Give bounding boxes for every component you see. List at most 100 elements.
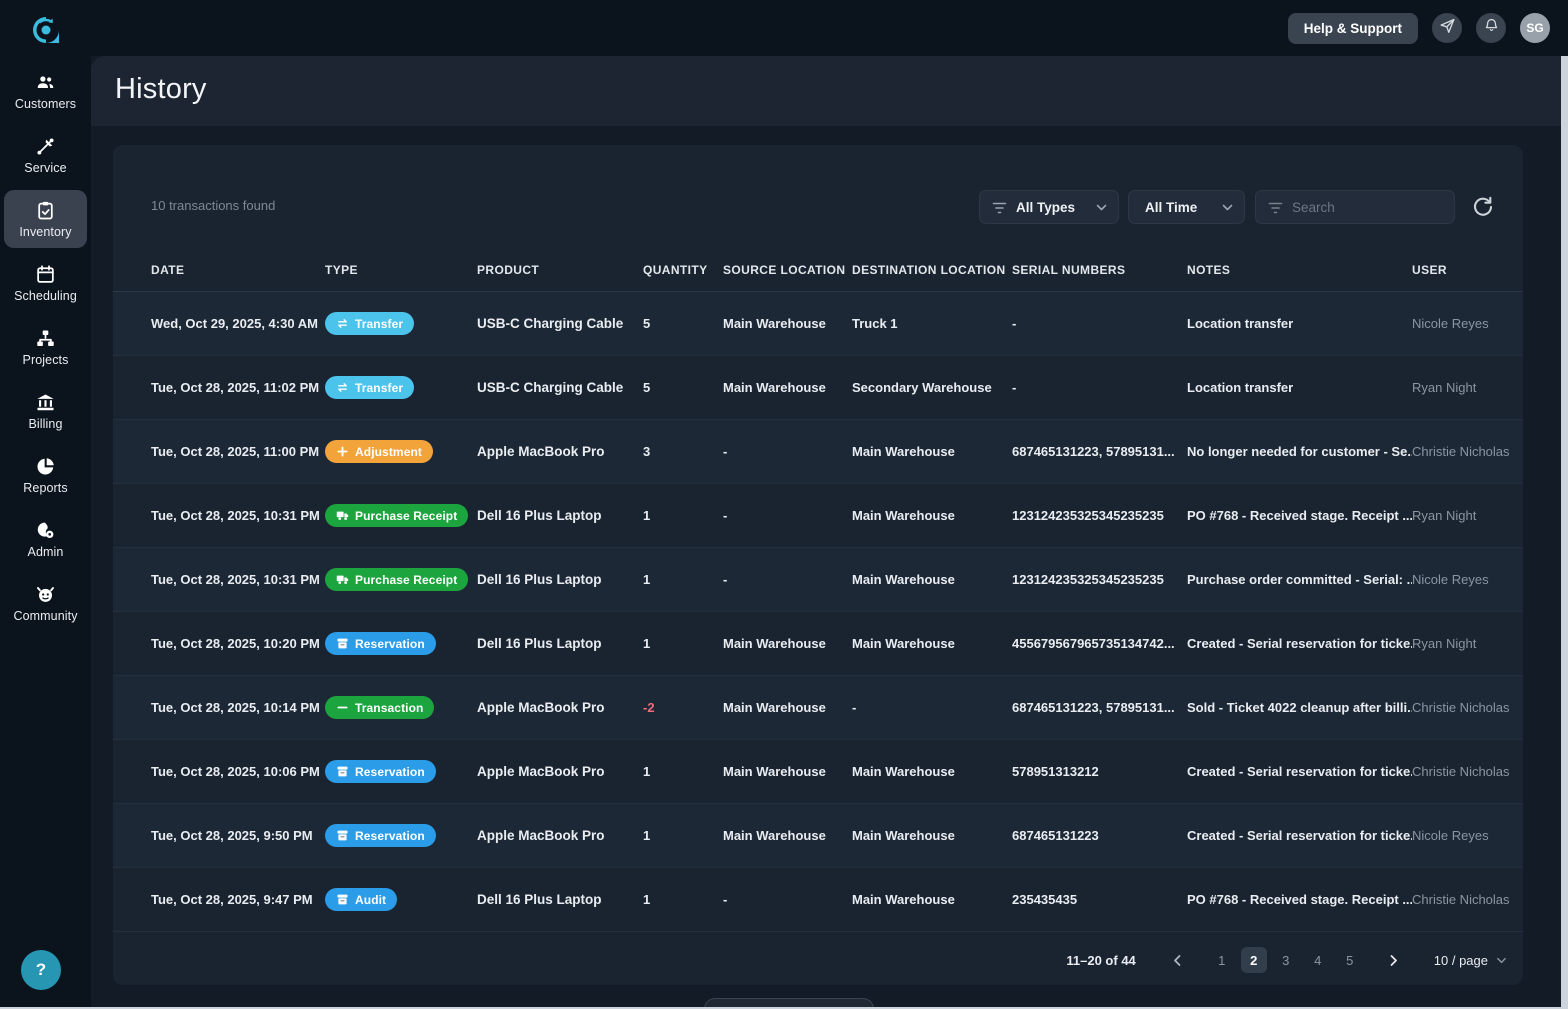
- cell-notes: Created - Serial reservation for ticke..…: [1187, 764, 1412, 779]
- cell-type: Reservation: [325, 824, 477, 847]
- cell-type: Adjustment: [325, 440, 477, 463]
- cell-user: Nicole Reyes: [1412, 828, 1489, 843]
- table-row[interactable]: Tue, Oct 28, 2025, 9:47 PM Audit Dell 16…: [113, 868, 1523, 932]
- app-logo-icon[interactable]: [29, 13, 63, 47]
- history-card: 10 transactions found All Types All Time: [113, 145, 1523, 985]
- sidebar-item-community[interactable]: Community: [4, 574, 87, 632]
- cell-source-location: -: [723, 508, 728, 523]
- sidebar-item-label: Admin: [27, 544, 64, 559]
- cell-quantity: 3: [643, 444, 651, 459]
- cell-date: Tue, Oct 28, 2025, 10:31 PM: [151, 508, 320, 523]
- cell-date: Tue, Oct 28, 2025, 10:06 PM: [151, 764, 320, 779]
- type-badge: Transfer: [325, 376, 415, 399]
- type-filter-dropdown[interactable]: All Types: [979, 190, 1119, 224]
- archive-box-icon: [336, 637, 349, 650]
- window-scrollbar[interactable]: [1561, 56, 1568, 1009]
- cell-product: USB-C Charging Cable: [477, 316, 624, 331]
- cell-serial-numbers: -: [1012, 316, 1017, 331]
- send-button[interactable]: [1432, 13, 1462, 43]
- cell-notes: Purchase order committed - Serial: ...: [1187, 572, 1412, 587]
- column-header-quantity: QUANTITY: [643, 262, 708, 277]
- cell-date: Wed, Oct 29, 2025, 4:30 AM: [151, 316, 318, 331]
- cell-destination-location: Main Warehouse: [852, 572, 955, 587]
- column-header-source-location: SOURCE LOCATION: [723, 262, 846, 277]
- caret-down-icon: [1497, 957, 1506, 963]
- next-page-button[interactable]: [1381, 947, 1407, 973]
- cell-date: Tue, Oct 28, 2025, 10:14 PM: [151, 700, 320, 715]
- cell-destination-location: Main Warehouse: [852, 764, 955, 779]
- help-button[interactable]: ?: [21, 950, 61, 990]
- table-row[interactable]: Tue, Oct 28, 2025, 10:20 PM Reservation …: [113, 612, 1523, 676]
- page-button-4[interactable]: 4: [1314, 952, 1322, 968]
- cell-destination-location: Main Warehouse: [852, 636, 955, 651]
- table-row[interactable]: Tue, Oct 28, 2025, 10:31 PM Purchase Rec…: [113, 484, 1523, 548]
- cell-source-location: Main Warehouse: [723, 700, 826, 715]
- cell-user: Ryan Night: [1412, 636, 1477, 651]
- page-button-3[interactable]: 3: [1282, 952, 1290, 968]
- transfer-arrows-icon: [336, 381, 349, 394]
- table-row[interactable]: Tue, Oct 28, 2025, 10:14 PM Transaction …: [113, 676, 1523, 740]
- column-header-type: TYPE: [325, 262, 358, 277]
- table-row[interactable]: Tue, Oct 28, 2025, 9:50 PM Reservation A…: [113, 804, 1523, 868]
- page-size-select[interactable]: 10 / page: [1434, 953, 1507, 968]
- notifications-button[interactable]: [1476, 13, 1506, 43]
- page-button-2[interactable]: 2: [1240, 947, 1267, 973]
- minus-icon: [336, 701, 349, 714]
- page-size-value: 10 / page: [1433, 952, 1488, 968]
- type-badge: Adjustment: [325, 440, 433, 463]
- cell-type: Transfer: [325, 312, 477, 335]
- sidebar-item-admin[interactable]: Admin: [4, 510, 87, 568]
- archive-box-icon: [336, 893, 349, 906]
- table-header-row: DATE TYPE PRODUCT QUANTITY SOURCE LOCATION DE…: [113, 248, 1523, 292]
- sidebar-item-reports[interactable]: Reports: [4, 446, 87, 504]
- page-button-5[interactable]: 5: [1346, 952, 1354, 968]
- previous-page-button[interactable]: [1165, 947, 1191, 973]
- admin-icon: [35, 520, 57, 542]
- cell-serial-numbers: 687465131223, 57895131...: [1012, 444, 1175, 459]
- column-header-user: USER: [1412, 262, 1447, 277]
- cell-destination-location: Main Warehouse: [852, 892, 955, 907]
- cell-serial-numbers: 578951313212: [1012, 764, 1099, 779]
- filter-icon: [992, 201, 1007, 214]
- table-row[interactable]: Tue, Oct 28, 2025, 11:02 PM Transfer USB…: [113, 356, 1523, 420]
- cell-notes: Sold - Ticket 4022 cleanup after billi..…: [1187, 700, 1412, 715]
- sidebar-item-customers[interactable]: Customers: [4, 62, 87, 120]
- cell-product: Dell 16 Plus Laptop: [477, 572, 602, 587]
- column-header-date: DATE: [151, 262, 185, 277]
- refresh-button[interactable]: [1471, 195, 1495, 219]
- cell-quantity: -2: [643, 700, 655, 715]
- sidebar-item-projects[interactable]: Projects: [4, 318, 87, 376]
- plus-icon: [336, 445, 349, 458]
- column-header-notes: NOTES: [1187, 262, 1231, 277]
- cell-notes: No longer needed for customer - Se...: [1187, 444, 1412, 459]
- table-row[interactable]: Tue, Oct 28, 2025, 10:06 PM Reservation …: [113, 740, 1523, 804]
- help-support-button[interactable]: Help & Support: [1287, 12, 1418, 44]
- cell-user: Christie Nicholas: [1412, 764, 1509, 779]
- cell-source-location: -: [723, 444, 728, 459]
- table-row[interactable]: Tue, Oct 28, 2025, 10:31 PM Purchase Rec…: [113, 548, 1523, 612]
- cell-quantity: 1: [643, 764, 651, 779]
- main-content: 10 transactions found All Types All Time: [91, 126, 1561, 1007]
- type-filter-value: All Types: [1016, 199, 1076, 215]
- sidebar-item-inventory[interactable]: Inventory: [4, 190, 87, 248]
- sidebar-item-scheduling[interactable]: Scheduling: [4, 254, 87, 312]
- cell-product: Dell 16 Plus Laptop: [477, 508, 602, 523]
- sidebar-nav: Customers Service Inventory Scheduling P…: [0, 62, 91, 638]
- time-filter-dropdown[interactable]: All Time: [1128, 190, 1245, 224]
- cell-user: Ryan Night: [1412, 508, 1477, 523]
- cell-serial-numbers: -: [1012, 380, 1017, 395]
- cell-user: Christie Nicholas: [1412, 444, 1509, 459]
- cell-source-location: Main Warehouse: [723, 828, 826, 843]
- table-row[interactable]: Tue, Oct 28, 2025, 11:00 PM Adjustment A…: [113, 420, 1523, 484]
- page-button-1[interactable]: 1: [1218, 952, 1226, 968]
- sidebar-item-billing[interactable]: Billing: [4, 382, 87, 440]
- table-row[interactable]: Wed, Oct 29, 2025, 4:30 AM Transfer USB-…: [113, 292, 1523, 356]
- type-badge: Purchase Receipt: [325, 568, 469, 591]
- cell-type: Purchase Receipt: [325, 504, 477, 527]
- truck-icon: [336, 509, 349, 522]
- search-input[interactable]: [1292, 199, 1444, 215]
- user-avatar[interactable]: SG: [1520, 13, 1550, 43]
- sidebar-item-service[interactable]: Service: [4, 126, 87, 184]
- community-icon: [35, 584, 57, 606]
